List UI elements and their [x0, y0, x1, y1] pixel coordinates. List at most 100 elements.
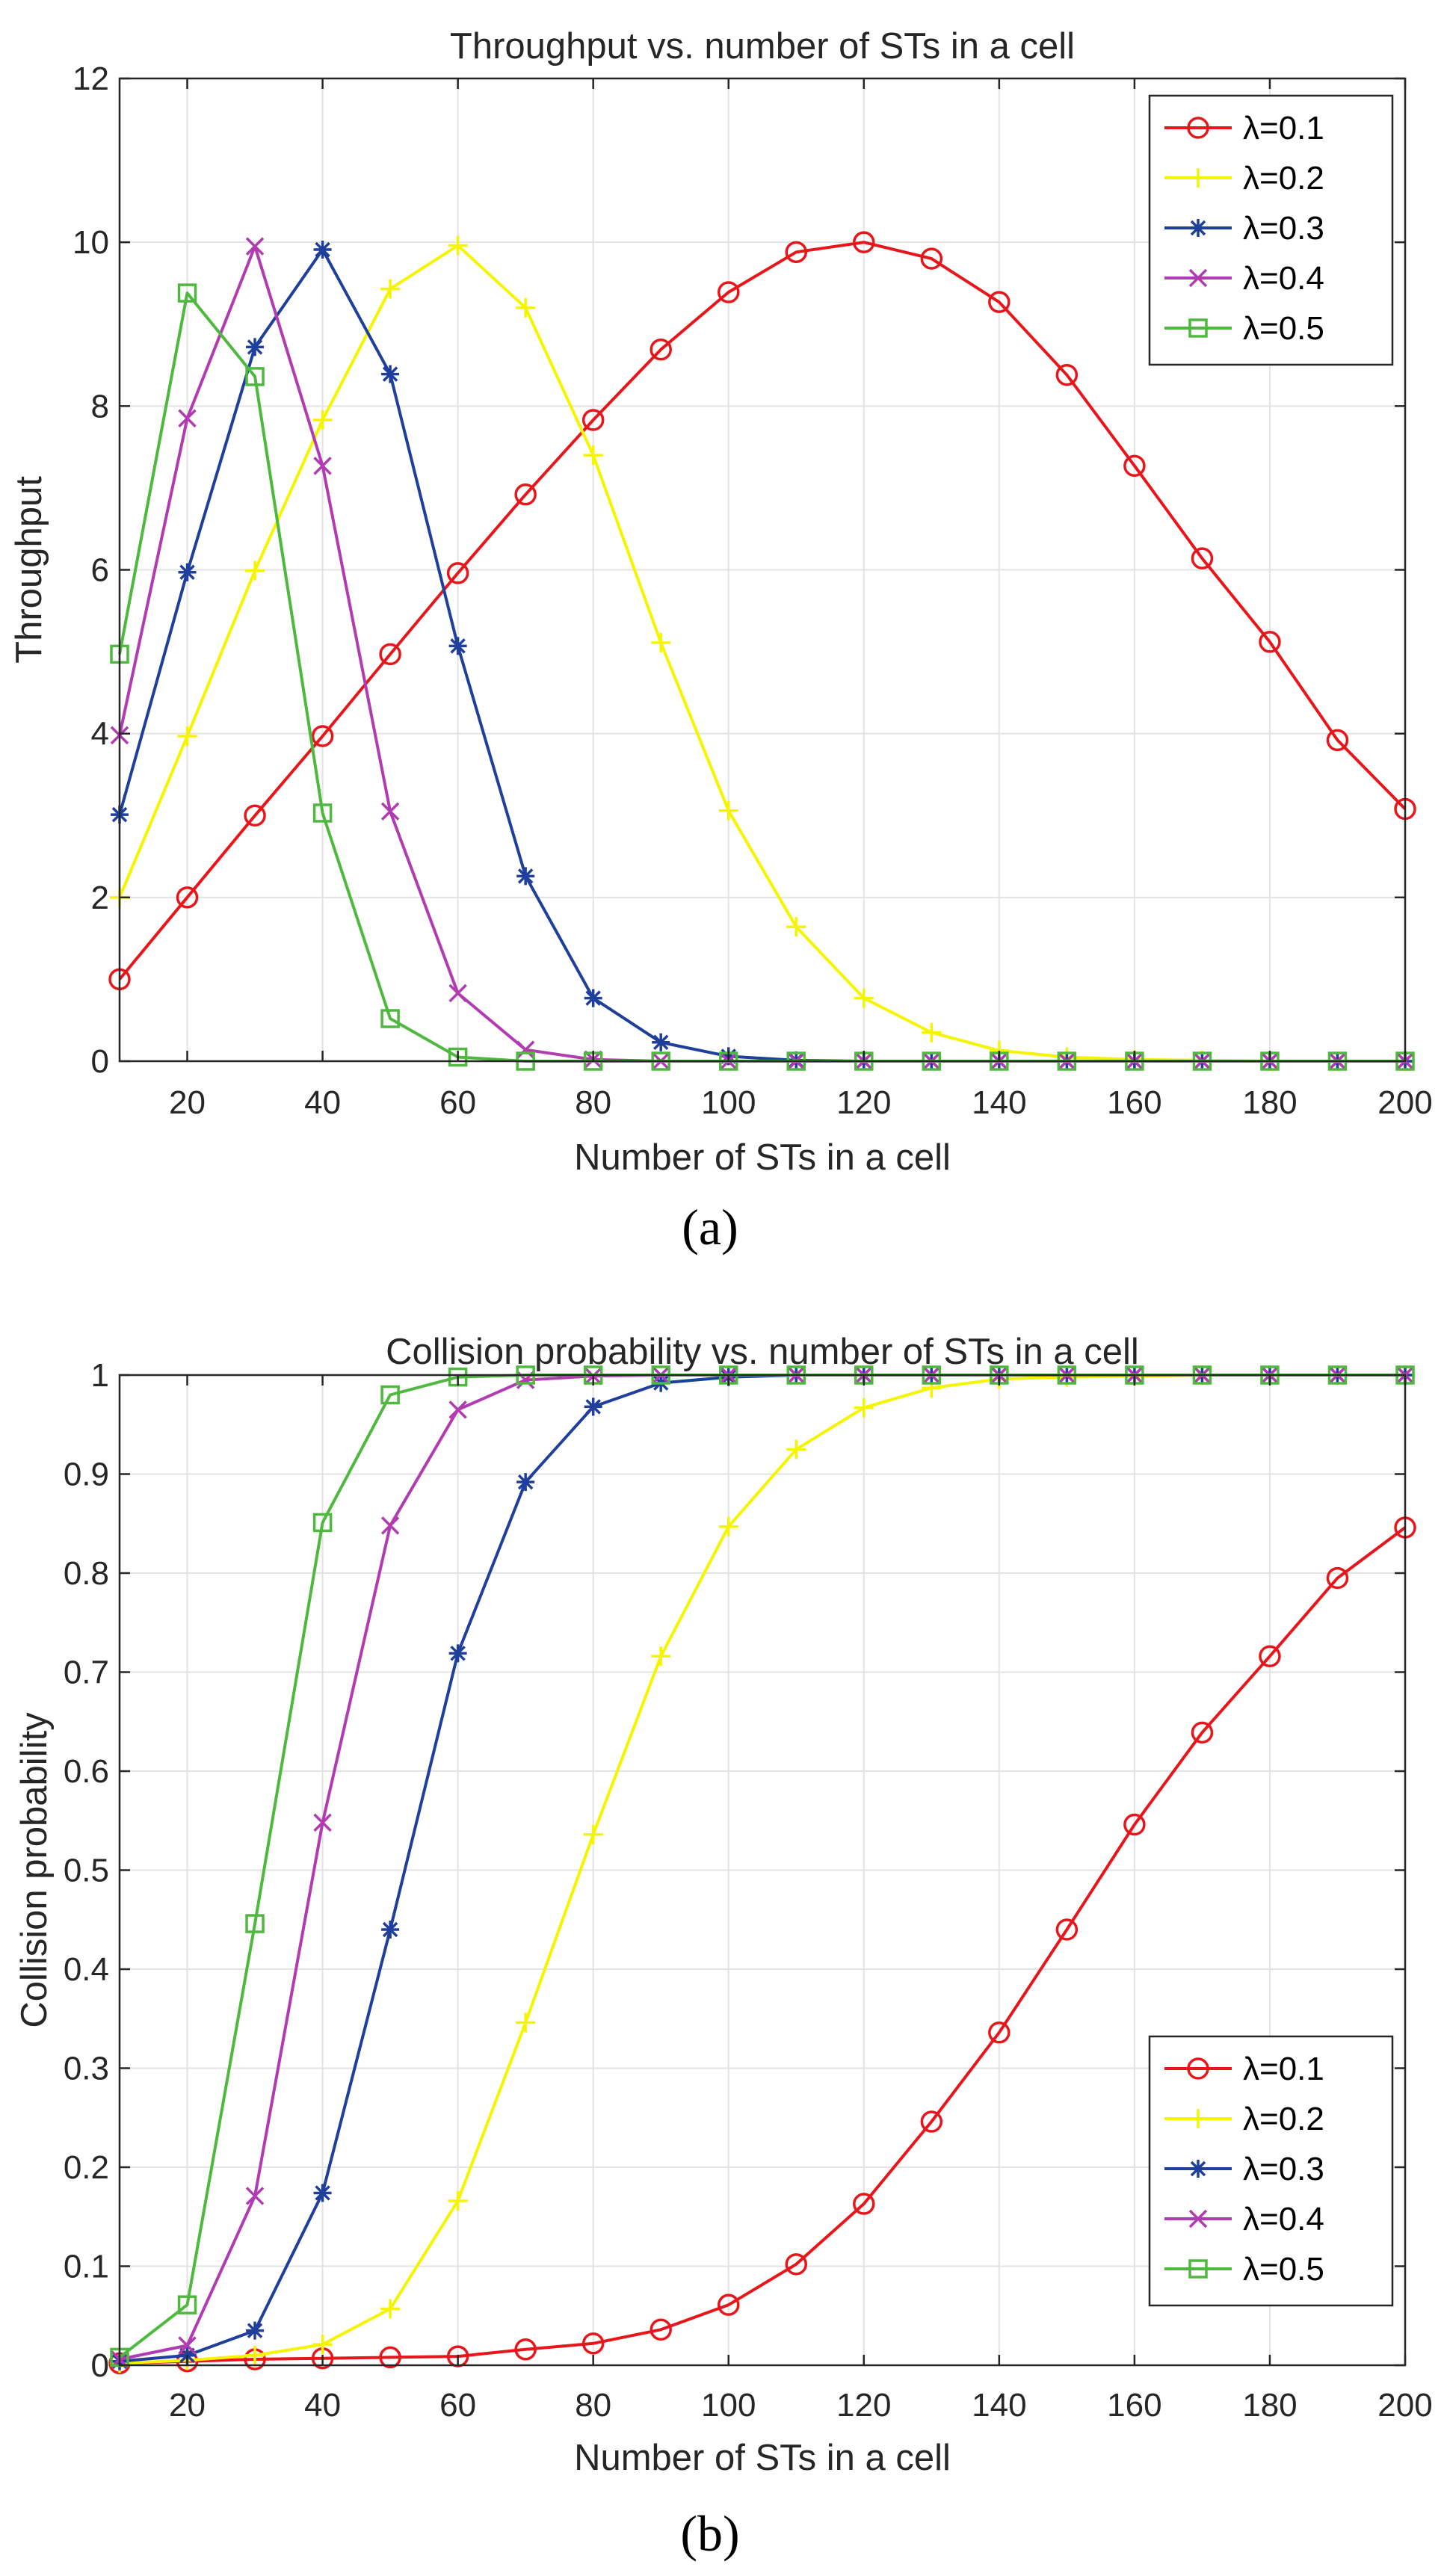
- data-point-marker: [652, 1033, 670, 1051]
- legend: λ=0.1 λ=0.2 λ=0.3 λ=0.4 λ=0.5: [1148, 94, 1394, 366]
- data-point-marker: [313, 2184, 332, 2202]
- data-point-marker: [785, 241, 808, 264]
- x-axis-label: Number of STs in a cell: [574, 1137, 951, 1178]
- data-point-marker: [516, 297, 536, 318]
- x-axis-label: Number of STs in a cell: [574, 2438, 951, 2478]
- legend-marker: [1188, 2109, 1208, 2128]
- x-tick-label: 180: [1242, 1084, 1297, 1121]
- legend-marker: [1187, 2057, 1209, 2080]
- data-point-marker: [245, 367, 265, 386]
- data-point-marker: [786, 917, 806, 937]
- data-point-marker: [1055, 363, 1079, 386]
- legend-marker: [1188, 168, 1208, 188]
- legend-marker: [1189, 2160, 1207, 2178]
- x-tick-label: 160: [1107, 2387, 1161, 2424]
- panel-b-collision-chart: 20 40 60 80 100 120 140 160 180 200 0 0.1 0.2 0.3 0.4 0…: [0, 1288, 1444, 2575]
- data-point-marker: [920, 247, 943, 270]
- legend-label: λ=0.2: [1243, 160, 1324, 197]
- data-point-marker: [1191, 547, 1214, 569]
- data-point-marker: [311, 725, 334, 747]
- x-tick-label: 180: [1242, 2387, 1297, 2424]
- legend-item: λ=0.3: [1164, 2151, 1324, 2187]
- data-point-marker: [581, 409, 605, 431]
- legend-label: λ=0.2: [1243, 2101, 1324, 2137]
- y-tick-label: 0: [91, 2347, 109, 2384]
- data-point-marker: [177, 283, 197, 303]
- data-point-marker: [245, 237, 265, 256]
- data-point-marker: [246, 338, 265, 356]
- y-tick-label: 0.8: [64, 1555, 109, 1592]
- data-point-marker: [312, 410, 333, 430]
- data-point-marker: [448, 1644, 467, 1663]
- series-1: [108, 231, 1416, 991]
- data-point-marker: [178, 2336, 197, 2355]
- data-point-marker: [988, 2021, 1011, 2044]
- data-point-marker: [988, 291, 1011, 313]
- data-point-marker: [718, 800, 738, 821]
- collision-chart-svg: 20 40 60 80 100 120 140 160 180 200 0 0.1 0.2 0.3 0.4 0…: [14, 1332, 1433, 2562]
- data-point-marker: [381, 1921, 400, 1939]
- data-point-marker: [514, 2338, 537, 2361]
- throughput-chart-svg: 20 40 60 80 100 120 140 160 180 200 0 2 4 6 8 10 12 Throu…: [9, 26, 1433, 1255]
- data-point-marker: [381, 365, 400, 383]
- data-point-marker: [178, 409, 197, 428]
- x-tick-label: 200: [1377, 2387, 1432, 2424]
- y-tick-label: 0.1: [64, 2249, 109, 2285]
- data-point-marker: [380, 1516, 400, 1535]
- data-point-marker: [920, 2110, 943, 2133]
- legend-item: λ=0.5: [1164, 310, 1324, 347]
- x-tick-label: 160: [1107, 1084, 1161, 1121]
- data-point-marker: [584, 1397, 602, 1416]
- data-point-marker: [581, 2332, 605, 2355]
- data-point-marker: [516, 867, 535, 886]
- data-point-marker: [448, 235, 468, 256]
- x-tick-label: 20: [169, 1084, 206, 1121]
- y-tick-label: 0.2: [64, 2149, 109, 2186]
- data-point-marker: [1326, 1566, 1349, 1590]
- legend-marker: [1187, 117, 1209, 139]
- x-tick-label: 120: [836, 1084, 891, 1121]
- data-point-marker: [312, 803, 333, 823]
- data-point-marker: [380, 1385, 400, 1405]
- data-point-marker: [785, 2253, 808, 2276]
- data-point-marker: [448, 1047, 468, 1067]
- data-point-marker: [853, 2193, 875, 2215]
- x-tick-label: 200: [1377, 1084, 1432, 1121]
- data-point-marker: [583, 1824, 603, 1844]
- y-tick-label: 2: [91, 880, 109, 916]
- data-point-marker: [651, 1646, 671, 1667]
- data-point-marker: [516, 1040, 535, 1059]
- legend-item: λ=0.2: [1164, 2101, 1324, 2137]
- data-point-marker: [312, 2335, 333, 2355]
- y-tick-label: 0.5: [64, 1853, 109, 1889]
- data-point-marker: [448, 1400, 467, 1419]
- y-axis-label: Collision probability: [14, 1712, 55, 2028]
- data-point-marker: [245, 2187, 265, 2205]
- legend-item: λ=0.4: [1164, 2201, 1324, 2237]
- x-tick-label: 80: [575, 1084, 611, 1121]
- data-point-marker: [245, 2345, 265, 2365]
- panel-a-throughput-chart: 20 40 60 80 100 120 140 160 180 200 0 2 4 6 8 10 12 Throu…: [9, 26, 1433, 1255]
- data-point-marker: [516, 2013, 536, 2033]
- y-tick-label: 6: [91, 552, 109, 589]
- legend-item: λ=0.1: [1164, 110, 1324, 146]
- data-point-marker: [514, 483, 537, 506]
- data-point-marker: [380, 2299, 401, 2319]
- data-point-marker: [177, 726, 197, 746]
- data-point-marker: [1191, 1721, 1214, 1744]
- legend-marker: [1188, 2259, 1208, 2279]
- legend-item: λ=0.5: [1164, 2251, 1324, 2288]
- x-tick-label: 60: [439, 1084, 476, 1121]
- legend-label: λ=0.4: [1243, 2201, 1324, 2237]
- data-point-marker: [178, 563, 197, 581]
- data-point-marker: [1123, 454, 1146, 478]
- data-point-marker: [922, 1022, 942, 1043]
- legend-marker: [1188, 268, 1208, 288]
- data-point-marker: [583, 445, 603, 466]
- data-point-marker: [786, 1439, 806, 1460]
- y-tick-label: 0.6: [64, 1753, 109, 1790]
- data-point-marker: [854, 988, 874, 1008]
- data-point-marker: [380, 802, 400, 821]
- data-point-marker: [1326, 729, 1349, 752]
